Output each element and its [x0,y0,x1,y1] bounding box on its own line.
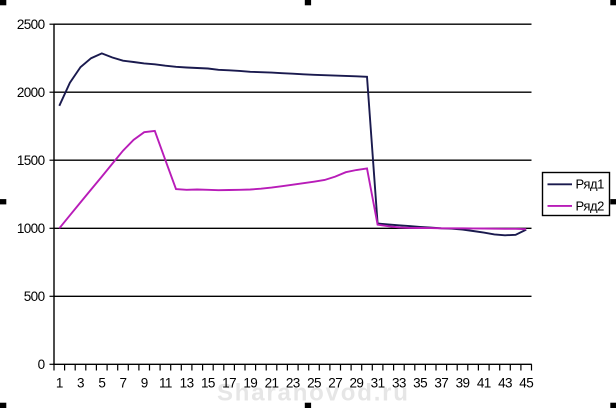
svg-text:21: 21 [265,376,279,391]
svg-text:15: 15 [201,376,215,391]
svg-text:Sharanovod.ru: Sharanovod.ru [217,379,410,406]
svg-text:Ряд2: Ряд2 [576,199,605,214]
svg-text:19: 19 [243,376,257,391]
svg-text:3: 3 [77,376,84,391]
svg-text:7: 7 [120,376,127,391]
svg-text:17: 17 [222,376,236,391]
svg-text:29: 29 [349,376,363,391]
svg-text:2000: 2000 [17,85,45,100]
svg-text:25: 25 [307,376,321,391]
svg-text:13: 13 [180,376,194,391]
svg-text:43: 43 [498,376,512,391]
svg-text:37: 37 [434,376,448,391]
svg-text:31: 31 [371,376,385,391]
svg-text:35: 35 [413,376,427,391]
svg-text:9: 9 [141,376,148,391]
svg-text:2500: 2500 [17,17,45,32]
svg-text:Ряд1: Ряд1 [576,177,605,192]
svg-text:33: 33 [392,376,406,391]
svg-text:41: 41 [477,376,491,391]
svg-text:1500: 1500 [17,153,45,168]
svg-text:23: 23 [286,376,300,391]
svg-text:1000: 1000 [17,221,45,236]
svg-text:500: 500 [24,289,45,304]
svg-text:27: 27 [328,376,342,391]
svg-text:39: 39 [456,376,470,391]
svg-text:45: 45 [519,376,533,391]
svg-text:11: 11 [159,376,172,391]
svg-text:0: 0 [38,357,45,372]
svg-text:1: 1 [56,376,63,391]
svg-text:5: 5 [98,376,105,391]
